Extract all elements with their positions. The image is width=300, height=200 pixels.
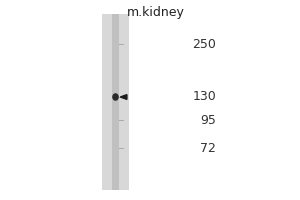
Text: m.kidney: m.kidney bbox=[127, 6, 185, 19]
Text: 250: 250 bbox=[192, 38, 216, 50]
Bar bbox=[102, 14, 129, 190]
Text: 95: 95 bbox=[200, 114, 216, 127]
Polygon shape bbox=[120, 95, 127, 99]
Ellipse shape bbox=[112, 93, 119, 101]
Text: 130: 130 bbox=[192, 90, 216, 104]
Bar bbox=[112, 14, 119, 190]
Text: 72: 72 bbox=[200, 142, 216, 154]
